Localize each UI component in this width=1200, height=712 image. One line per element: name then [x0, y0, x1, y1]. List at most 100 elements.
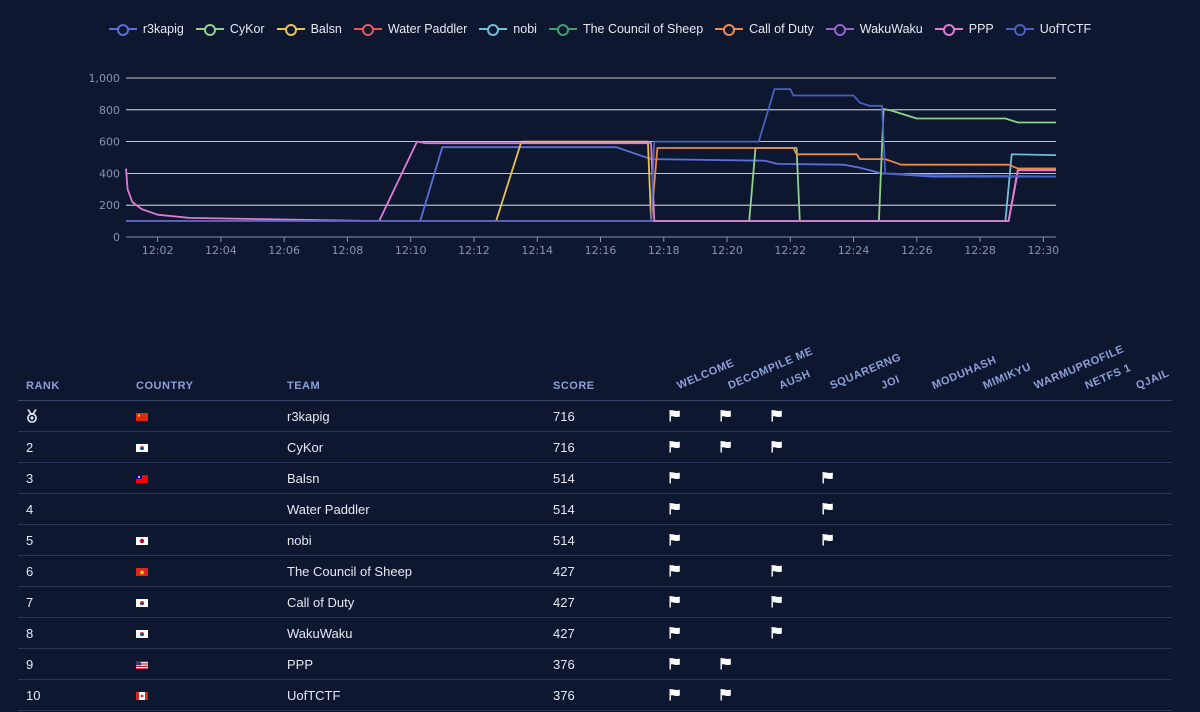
x-tick-label: 12:20: [711, 244, 743, 257]
team-name-link[interactable]: nobi: [287, 533, 312, 548]
challenge-header[interactable]: AUSH: [777, 367, 813, 392]
flag-icon: [719, 409, 732, 422]
flag-icon: [668, 564, 681, 577]
flag-icon: [770, 409, 783, 422]
team-name-link[interactable]: UofTCTF: [287, 688, 341, 703]
table-row[interactable]: r3kapig 716: [18, 401, 1172, 432]
country-flag-korea-icon: [136, 595, 148, 607]
header-country[interactable]: COUNTRY: [136, 380, 194, 392]
legend-item[interactable]: nobi: [479, 22, 537, 36]
score-cell: 716: [553, 440, 575, 455]
table-row[interactable]: 3 Balsn 514: [18, 463, 1172, 494]
series-line-cykor: [126, 108, 1056, 223]
table-row[interactable]: 7 Call of Duty 427: [18, 587, 1172, 618]
flag-icon: [719, 657, 732, 670]
legend-item[interactable]: The Council of Sheep: [548, 22, 703, 36]
score-cell: 514: [553, 533, 575, 548]
flag-icon: [821, 471, 834, 484]
header-rank[interactable]: RANK: [26, 380, 60, 392]
score-cell: 376: [553, 688, 575, 703]
flag-icon: [821, 533, 834, 546]
y-tick-label: 200: [99, 199, 120, 212]
series-line-the-council-of-sheep: [126, 169, 1056, 223]
country-flag-usa-icon: [136, 657, 148, 669]
legend-item[interactable]: Call of Duty: [715, 22, 814, 36]
score-cell: 427: [553, 626, 575, 641]
flag-icon: [770, 595, 783, 608]
y-tick-label: 1,000: [89, 72, 121, 85]
rank-cell: 2: [26, 440, 34, 455]
team-name-link[interactable]: Water Paddler: [287, 502, 370, 517]
x-tick-label: 12:14: [521, 244, 553, 257]
x-tick-label: 12:16: [585, 244, 617, 257]
y-tick-label: 800: [99, 104, 120, 117]
y-axis: 0 200 400 600 800 1,000: [89, 72, 121, 244]
team-name-link[interactable]: PPP: [287, 657, 314, 672]
legend-label: CyKor: [229, 22, 265, 36]
legend-item[interactable]: PPP: [934, 22, 994, 36]
team-name-link[interactable]: CyKor: [287, 440, 324, 455]
series-line-r3kapig: [126, 146, 1056, 223]
flag-icon: [668, 409, 681, 422]
country-flag-taiwan-icon: [136, 471, 148, 483]
score-cell: 716: [553, 409, 575, 424]
medal-icon: [26, 409, 38, 426]
legend-swatch-icon: [108, 23, 137, 36]
legend-swatch-icon: [548, 23, 577, 36]
country-flag-japan-icon: [136, 533, 148, 545]
series-line-uoftctf: [126, 88, 1057, 223]
country-flag-china-icon: [136, 409, 148, 421]
series-line-balsn: [126, 140, 1056, 223]
x-tick-label: 12:02: [142, 244, 174, 257]
challenge-header[interactable]: DECOMPILE ME: [726, 345, 815, 392]
table-row[interactable]: 5 nobi 514: [18, 525, 1172, 556]
rank-cell: 5: [26, 533, 34, 548]
table-row[interactable]: 4 Water Paddler 514: [18, 494, 1172, 525]
x-axis: 12:02 12:04 12:06 12:08 12:10 12:12 12:14 12:16…: [142, 237, 1059, 257]
legend-swatch-icon: [276, 23, 305, 36]
legend-item[interactable]: Water Paddler: [353, 22, 467, 36]
chart-series: [125, 88, 1057, 223]
header-team[interactable]: TEAM: [287, 380, 321, 392]
legend-swatch-icon: [479, 23, 508, 36]
table-row[interactable]: 9 PPP 376: [18, 649, 1172, 680]
series-line-ppp: [125, 140, 1056, 223]
team-name-link[interactable]: WakuWaku: [287, 626, 353, 641]
x-tick-label: 12:24: [838, 244, 870, 257]
x-tick-label: 12:26: [901, 244, 933, 257]
challenge-header[interactable]: QJAIL: [1134, 367, 1172, 392]
legend-item[interactable]: CyKor: [195, 22, 265, 36]
team-name-link[interactable]: The Council of Sheep: [287, 564, 413, 579]
flag-icon: [821, 502, 834, 515]
x-tick-label: 12:18: [648, 244, 680, 257]
legend-item[interactable]: r3kapig: [108, 22, 184, 36]
legend-label: Balsn: [310, 22, 342, 36]
flag-icon: [668, 471, 681, 484]
legend-item[interactable]: UofTCTF: [1005, 22, 1091, 36]
x-tick-label: 12:04: [205, 244, 237, 257]
legend-label: WakuWaku: [859, 22, 923, 36]
table-row[interactable]: 6 The Council of Sheep 427: [18, 556, 1172, 587]
team-name-link[interactable]: r3kapig: [287, 409, 330, 424]
flag-icon: [668, 626, 681, 639]
x-tick-label: 12:22: [774, 244, 806, 257]
legend-item[interactable]: WakuWaku: [825, 22, 923, 36]
score-cell: 427: [553, 564, 575, 579]
series-line-call-of-duty: [126, 147, 1056, 223]
challenge-header[interactable]: WELCOME: [675, 357, 737, 392]
country-flag-korea-icon: [136, 626, 148, 638]
score-cell: 427: [553, 595, 575, 610]
scoreboard-table: RANK COUNTRY TEAM SCORE WELCOME DECOMPILE…: [18, 343, 1172, 711]
table-row[interactable]: 2 CyKor 716: [18, 432, 1172, 463]
team-name-link[interactable]: Call of Duty: [287, 595, 355, 610]
flag-icon: [770, 626, 783, 639]
legend-label: r3kapig: [142, 22, 184, 36]
x-tick-label: 12:10: [395, 244, 427, 257]
team-name-link[interactable]: Balsn: [287, 471, 320, 486]
legend-item[interactable]: Balsn: [276, 22, 342, 36]
table-row[interactable]: 10 UofTCTF 376: [18, 680, 1172, 711]
header-score[interactable]: SCORE: [553, 380, 595, 392]
table-row[interactable]: 8 WakuWaku 427: [18, 618, 1172, 649]
challenge-header[interactable]: JOI: [879, 373, 902, 392]
